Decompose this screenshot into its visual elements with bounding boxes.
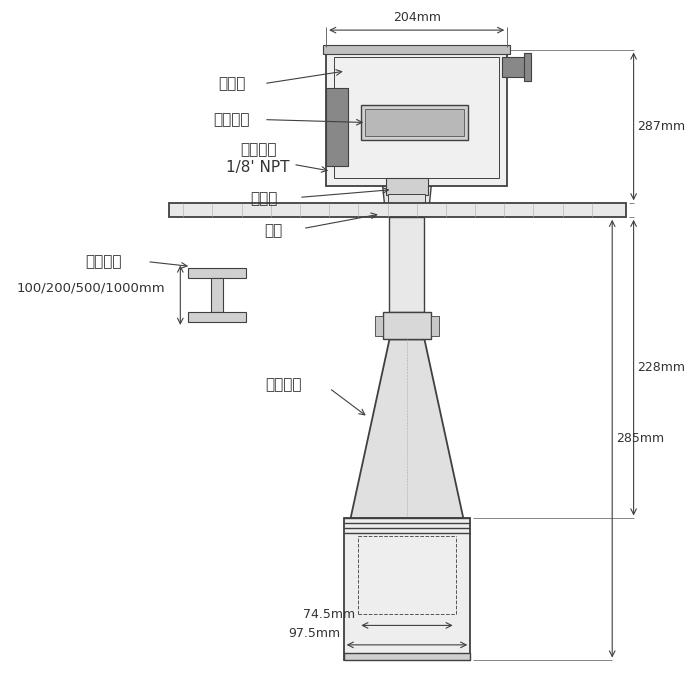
- Bar: [323, 45, 510, 55]
- Bar: [385, 178, 428, 195]
- Bar: [326, 88, 347, 167]
- Bar: [188, 312, 246, 322]
- Text: 吹扫入口
1/8' NPT: 吹扫入口 1/8' NPT: [226, 142, 290, 175]
- Bar: [524, 53, 531, 80]
- Bar: [502, 57, 524, 77]
- Text: 228mm: 228mm: [637, 361, 686, 374]
- Bar: [326, 50, 507, 186]
- Text: 可延长段: 可延长段: [85, 254, 122, 269]
- Bar: [383, 312, 431, 340]
- Text: 285mm: 285mm: [616, 432, 664, 445]
- Bar: [431, 316, 439, 335]
- Text: 法兰: 法兰: [264, 223, 283, 238]
- Text: 100/200/500/1000mm: 100/200/500/1000mm: [17, 281, 165, 295]
- Polygon shape: [383, 186, 431, 205]
- Text: 喉叭天线: 喉叭天线: [265, 378, 302, 393]
- Text: 97.5mm: 97.5mm: [289, 627, 341, 640]
- Text: 74.5mm: 74.5mm: [303, 608, 356, 621]
- Text: 287mm: 287mm: [637, 120, 686, 133]
- Bar: [344, 652, 470, 660]
- Text: 显示窗口: 显示窗口: [214, 112, 250, 127]
- Bar: [334, 57, 500, 178]
- Text: 矄准器: 矄准器: [251, 191, 277, 206]
- Bar: [365, 109, 464, 136]
- Bar: [188, 268, 246, 278]
- Bar: [212, 278, 223, 312]
- Bar: [361, 105, 468, 140]
- Polygon shape: [351, 340, 464, 519]
- Bar: [375, 316, 383, 335]
- Bar: [390, 217, 424, 312]
- Bar: [169, 203, 626, 217]
- Bar: [344, 519, 470, 660]
- Text: 204mm: 204mm: [392, 11, 441, 25]
- Text: 外壳盖: 外壳盖: [218, 76, 246, 91]
- Bar: [388, 193, 426, 203]
